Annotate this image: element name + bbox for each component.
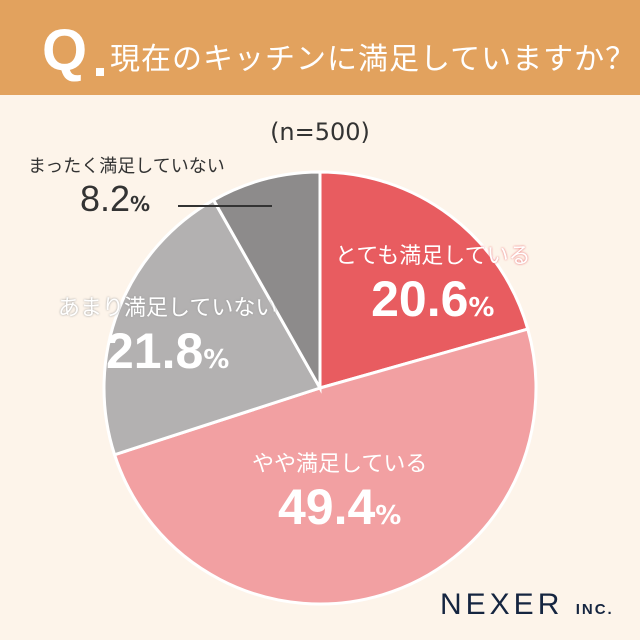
header-band: Q 現在のキッチンに満足していますか？ [0,0,640,95]
slice-label: まったく満足していない [28,156,225,177]
logo-name: NEXER [440,588,564,621]
pie-slice-3 [211,170,322,394]
percent-sign: % [130,192,151,216]
slice-value: 49.4 [277,479,376,535]
slice-label: あまり満足していない [58,296,278,321]
nexer-logo: NEXER INC. [440,588,614,622]
slice-value: 21.8 [105,323,204,379]
pie-slice-1 [112,327,538,606]
label-somewhat-satisfied: やや満足している 49.4% [252,446,427,536]
question-title: 現在のキッチンに満足していますか？ [110,42,637,77]
slice-value: 20.6 [371,271,469,327]
q-mark: Q [42,18,88,83]
label-not-very-satisfied: あまり満足していない 21.8% [58,290,277,380]
label-very-satisfied: とても満足している 20.6% [335,238,531,328]
label-not-satisfied: まったく満足していない 8.2% [28,152,225,220]
q-dot [96,68,104,76]
slice-value: 8.2 [80,178,131,219]
sample-size: (n=500) [270,118,370,146]
percent-sign: % [468,293,495,323]
pie-slice-0 [318,170,530,390]
percent-sign: % [203,345,230,375]
slice-label: やや満足している [252,452,428,477]
logo-suffix: INC. [575,601,614,618]
pie-slice-2 [102,197,323,457]
slice-label: とても満足している [335,244,531,269]
percent-sign: % [375,501,402,531]
